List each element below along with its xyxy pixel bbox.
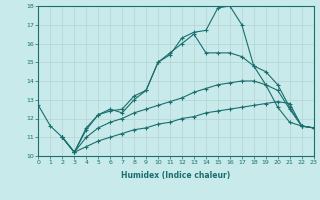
X-axis label: Humidex (Indice chaleur): Humidex (Indice chaleur) <box>121 171 231 180</box>
